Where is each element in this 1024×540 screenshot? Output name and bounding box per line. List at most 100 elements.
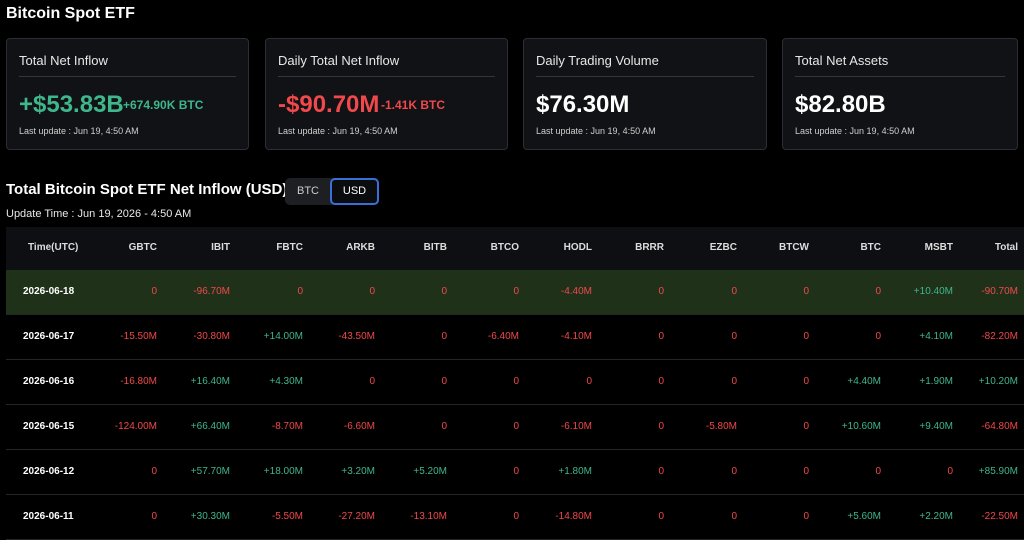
flow-value: -6.10M: [560, 421, 592, 432]
flow-value: +18.00M: [263, 466, 303, 477]
flow-value: 0: [731, 286, 737, 297]
flow-value: -6.40M: [487, 331, 519, 342]
flow-value: 0: [803, 421, 809, 432]
flow-value: +10.20M: [978, 376, 1018, 387]
flow-value: 0: [803, 466, 809, 477]
column-header: ARKB: [346, 242, 375, 253]
flow-value: -5.80M: [705, 421, 737, 432]
table: Time(UTC) GBTC IBIT FBTC ARKB BITB BTCO HODL BRR…: [0, 227, 1024, 540]
column-header: BTCO: [490, 242, 519, 253]
flow-value: -43.50M: [338, 331, 375, 342]
column-header: BTCW: [779, 242, 809, 253]
flow-value: +4.30M: [269, 376, 303, 387]
flow-value: +14.00M: [263, 331, 303, 342]
row-date: 2026-06-11: [23, 511, 74, 522]
flow-value: -22.50M: [981, 511, 1018, 522]
flow-value: -4.10M: [560, 331, 592, 342]
flow-value: 0: [658, 376, 664, 387]
flow-value: 0: [803, 511, 809, 522]
page-title: Bitcoin Spot ETF: [6, 5, 135, 22]
column-header: IBIT: [211, 242, 230, 253]
table-row: [6, 270, 1024, 315]
flow-value: 0: [513, 511, 519, 522]
flow-value: -27.20M: [338, 511, 375, 522]
flow-value: 0: [803, 376, 809, 387]
column-header: FBTC: [276, 242, 303, 253]
card-value: $82.80B: [795, 91, 886, 118]
flow-value: 0: [151, 286, 157, 297]
card-value: $76.30M: [536, 91, 630, 118]
flow-value: 0: [369, 376, 375, 387]
column-header: BTC: [860, 242, 881, 253]
table-header-bg: [6, 227, 1024, 270]
flow-value: 0: [731, 331, 737, 342]
flow-value: 0: [803, 286, 809, 297]
flow-value: 0: [731, 511, 737, 522]
card-sub: +674.90K BTC: [123, 98, 204, 112]
flow-value: +9.40M: [919, 421, 953, 432]
column-header: GBTC: [128, 242, 157, 253]
column-header: BITB: [423, 242, 447, 253]
flow-value: 0: [658, 286, 664, 297]
card-value: +$53.83B: [19, 91, 124, 118]
section-title: Total Bitcoin Spot ETF Net Inflow (USD): [6, 181, 288, 198]
card-label: Total Net Inflow: [19, 53, 108, 68]
toggle-btc[interactable]: BTC: [297, 185, 319, 197]
row-date: 2026-06-18: [23, 286, 75, 297]
flow-value: +85.90M: [978, 466, 1018, 477]
flow-value: +5.20M: [413, 466, 447, 477]
row-date: 2026-06-12: [23, 466, 75, 477]
flow-value: 0: [658, 466, 664, 477]
flow-value: +66.40M: [190, 421, 230, 432]
card-update: Last update : Jun 19, 4:50 AM: [19, 126, 139, 136]
flow-value: -64.80M: [981, 421, 1018, 432]
flow-value: +1.90M: [919, 376, 953, 387]
flow-value: -6.60M: [343, 421, 375, 432]
card-update: Last update : Jun 19, 4:50 AM: [795, 126, 915, 136]
flow-value: -30.80M: [193, 331, 230, 342]
flow-value: 0: [875, 466, 881, 477]
row-date: 2026-06-17: [23, 331, 75, 342]
flow-value: -15.50M: [120, 331, 157, 342]
column-header: Time(UTC): [28, 242, 79, 253]
card-label: Total Net Assets: [795, 53, 889, 68]
flow-value: -90.70M: [981, 286, 1018, 297]
column-header: Total: [994, 242, 1018, 253]
flow-value: 0: [658, 421, 664, 432]
flow-value: +2.20M: [919, 511, 953, 522]
flow-value: 0: [151, 466, 157, 477]
update-time: Update Time : Jun 19, 2026 - 4:50 AM: [6, 208, 192, 220]
flow-value: -96.70M: [193, 286, 230, 297]
flow-value: +4.40M: [847, 376, 881, 387]
column-header: MSBT: [924, 242, 953, 253]
card-label: Daily Total Net Inflow: [278, 53, 400, 68]
column-header: EZBC: [709, 242, 737, 253]
flow-value: 0: [658, 331, 664, 342]
card: Total Net Inflow +$53.83B +674.90K BTC L…: [6, 38, 249, 150]
toggle-usd[interactable]: USD: [330, 178, 379, 205]
flow-value: 0: [513, 466, 519, 477]
card: Daily Trading Volume $76.30M Last update…: [523, 38, 767, 150]
flow-value: 0: [875, 286, 881, 297]
flow-value: +30.30M: [190, 511, 230, 522]
row-date: 2026-06-15: [23, 421, 75, 432]
flow-value: -82.20M: [981, 331, 1018, 342]
flow-value: 0: [731, 376, 737, 387]
flow-value: 0: [731, 466, 737, 477]
flow-value: +5.60M: [847, 511, 881, 522]
table-row: [6, 450, 1024, 495]
card-value: -$90.70M: [278, 91, 380, 118]
flow-value: 0: [586, 376, 592, 387]
card: Total Net Assets $82.80B Last update : J…: [782, 38, 1018, 150]
flow-value: 0: [513, 286, 519, 297]
card-update: Last update : Jun 19, 4:50 AM: [536, 126, 656, 136]
flow-value: -4.40M: [560, 286, 592, 297]
flow-value: 0: [441, 376, 447, 387]
flow-value: -5.50M: [271, 511, 303, 522]
flow-value: 0: [297, 286, 303, 297]
card-label: Daily Trading Volume: [536, 53, 659, 68]
flow-value: 0: [875, 331, 881, 342]
flow-value: 0: [151, 511, 157, 522]
flow-value: +1.80M: [558, 466, 592, 477]
